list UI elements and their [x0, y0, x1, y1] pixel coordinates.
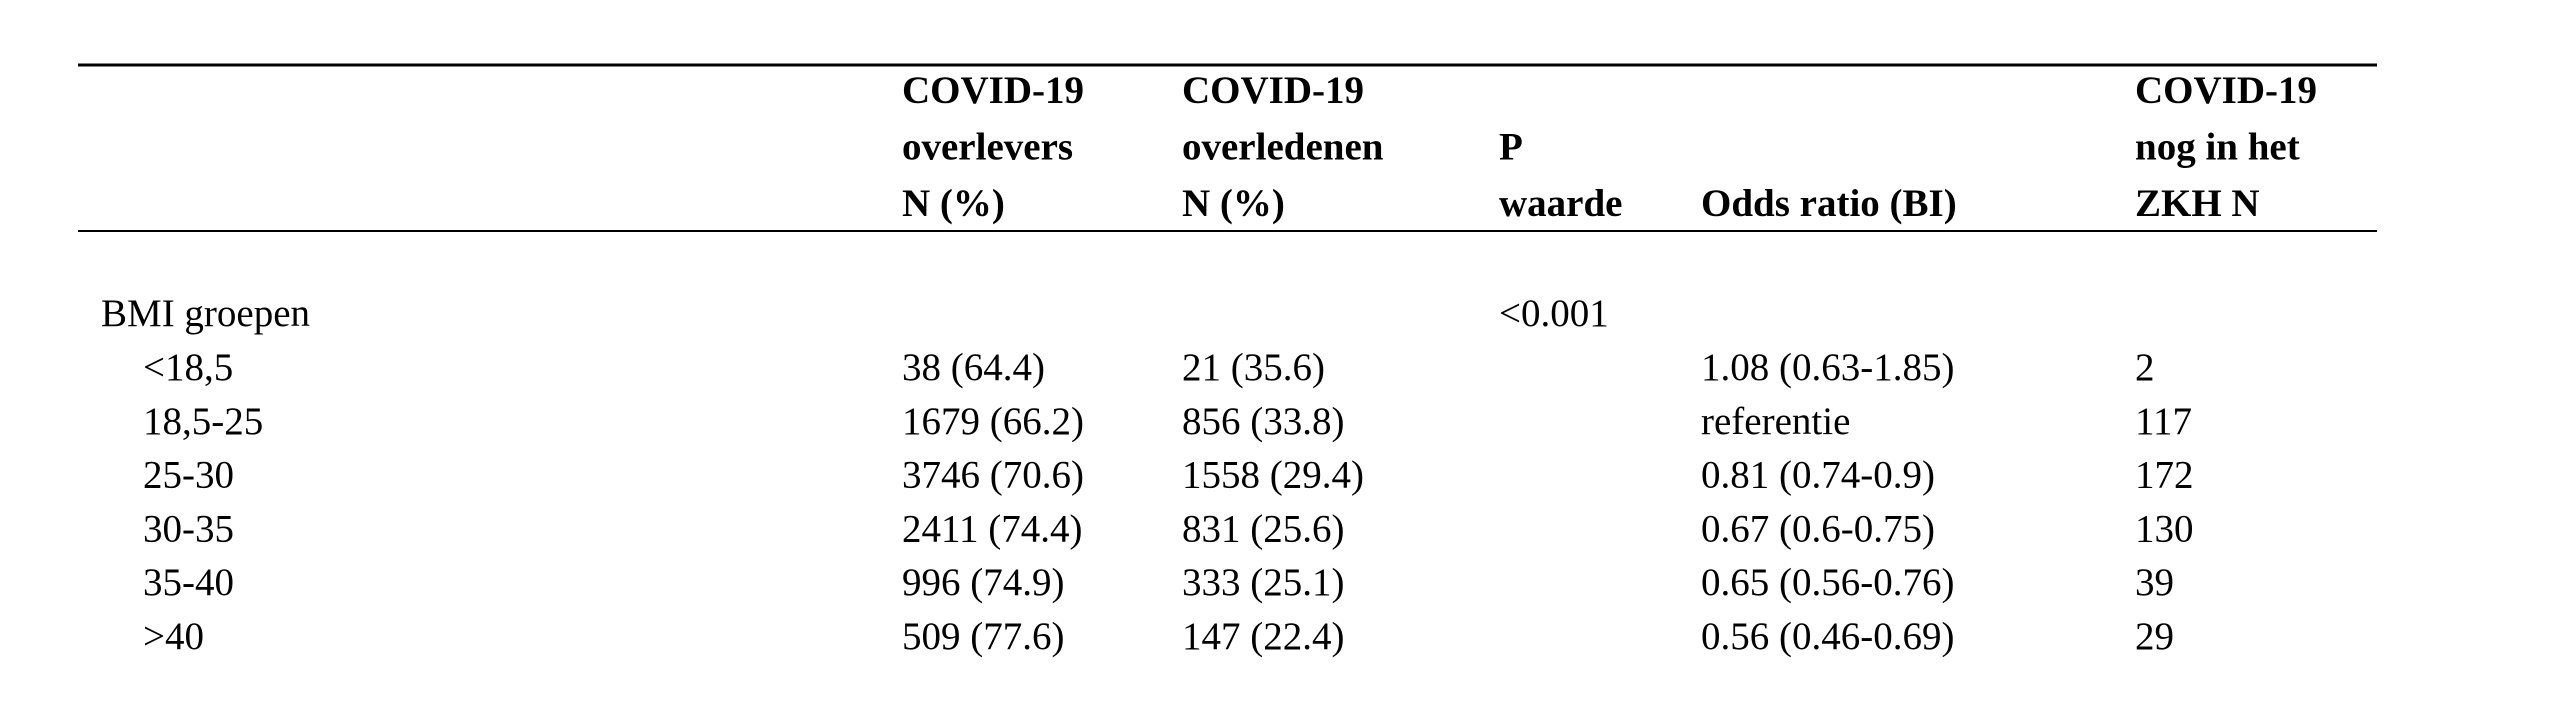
p-value: <0.001: [1499, 292, 1609, 335]
cell: 0.67 (0.6-0.75): [1701, 507, 1935, 550]
cell: 1679 (66.2): [902, 400, 1084, 443]
cell: 117: [2135, 400, 2192, 443]
row-label: 18,5-25: [143, 400, 263, 443]
header-cell: nog in het: [2135, 125, 2300, 168]
cell: 0.56 (0.46-0.69): [1701, 615, 1954, 658]
cell: 1.08 (0.63-1.85): [1701, 346, 1954, 389]
header-cell: waarde: [1499, 182, 1622, 225]
row-label: 30-35: [143, 507, 234, 550]
header-cell: overledenen: [1182, 125, 1384, 168]
cell: 333 (25.1): [1182, 561, 1344, 604]
row-label: <18,5: [143, 346, 233, 389]
header-cell: N (%): [1182, 182, 1285, 225]
header-cell: overlevers: [902, 125, 1073, 168]
header-cell: COVID-19: [1182, 69, 1364, 112]
cell: referentie: [1701, 400, 1850, 443]
header-cell: COVID-19: [2135, 69, 2317, 112]
cell: 29: [2135, 615, 2174, 658]
row-label: 35-40: [143, 561, 234, 604]
header-cell: Odds ratio (BI): [1701, 182, 1957, 225]
cell: 0.81 (0.74-0.9): [1701, 454, 1935, 497]
cell: 3746 (70.6): [902, 454, 1084, 497]
cell: 2411 (74.4): [902, 507, 1083, 550]
cell: 831 (25.6): [1182, 507, 1344, 550]
cell: 130: [2135, 507, 2194, 550]
cell: 856 (33.8): [1182, 400, 1344, 443]
cell: 38 (64.4): [902, 346, 1045, 389]
header-cell: ZKH N: [2135, 182, 2260, 225]
cell: 2: [2135, 346, 2155, 389]
cell: 1558 (29.4): [1182, 454, 1364, 497]
cell: 996 (74.9): [902, 561, 1064, 604]
cell: 39: [2135, 561, 2174, 604]
cell: 172: [2135, 454, 2194, 497]
cell: 509 (77.6): [902, 615, 1064, 658]
row-label: >40: [143, 615, 204, 658]
header-cell: P: [1499, 125, 1523, 168]
header-cell: COVID-19: [902, 69, 1084, 112]
row-label: 25-30: [143, 454, 234, 497]
cell: 21 (35.6): [1182, 346, 1325, 389]
header-cell: N (%): [902, 182, 1005, 225]
cell: 147 (22.4): [1182, 615, 1344, 658]
cell: 0.65 (0.56-0.76): [1701, 561, 1954, 604]
group-label: BMI groepen: [101, 292, 310, 335]
